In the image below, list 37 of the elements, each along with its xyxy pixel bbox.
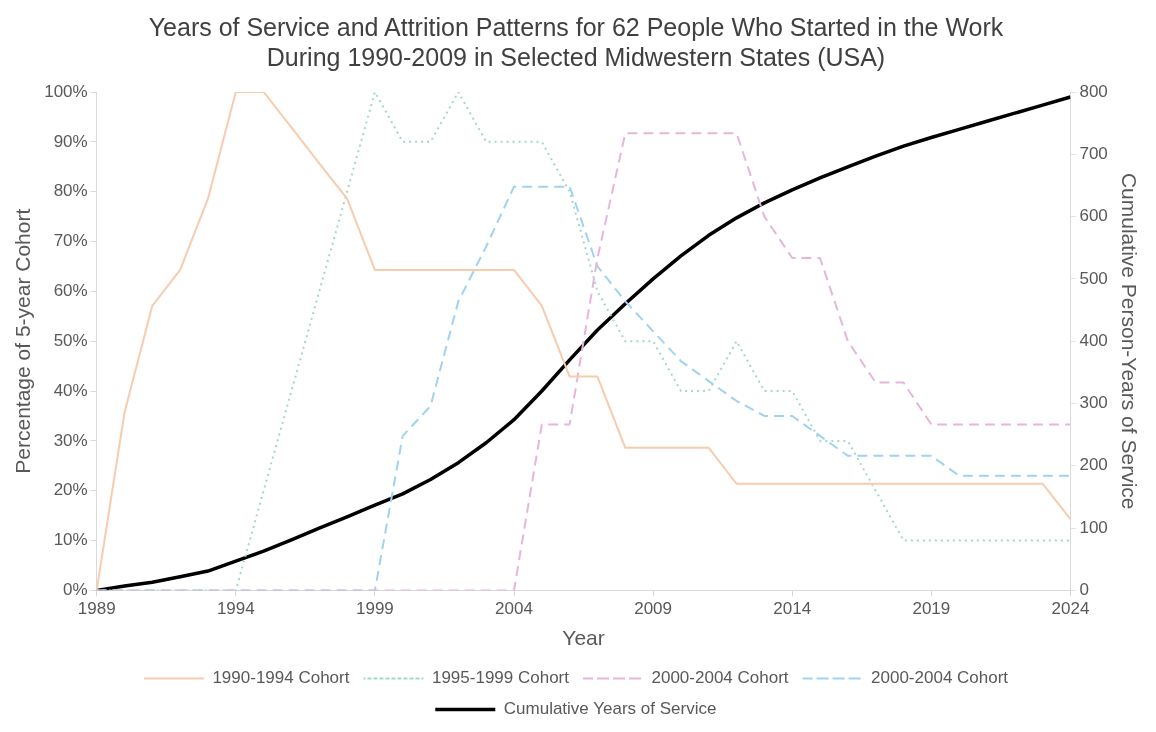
y2-tick-label: 200 <box>1079 455 1108 475</box>
y-tick-label: 40% <box>53 380 88 400</box>
y2-tick-label: 100 <box>1079 517 1108 537</box>
y2-tick-label: 700 <box>1079 143 1108 163</box>
x-tick-label: 1989 <box>77 599 116 619</box>
legend-label: 1990-1994 Cohort <box>212 668 350 688</box>
y2-axis-title: Cumulative Person-Years of Service <box>1117 172 1141 510</box>
x-tick-label: 2024 <box>1051 599 1090 619</box>
y-tick-label: 100% <box>44 81 88 101</box>
y2-tick-label: 300 <box>1079 393 1108 413</box>
y2-tick-label: 500 <box>1079 268 1108 288</box>
x-tick-label: 2014 <box>773 599 812 619</box>
y-tick-label: 50% <box>53 330 88 350</box>
x-tick-label: 2004 <box>495 599 533 619</box>
legend-label: Cumulative Years of Service <box>503 699 717 719</box>
y2-tick-label: 600 <box>1079 206 1108 226</box>
y-tick-label: 20% <box>53 480 88 500</box>
y-tick-label: 80% <box>53 181 88 201</box>
y-tick-label: 70% <box>53 231 88 251</box>
y2-tick-label: 0 <box>1079 580 1089 600</box>
legend-label: 1995-1999 Cohort <box>431 668 570 688</box>
chart-title: Years of Service and Attrition Patterns for 62 People Who Started in the Work During 1990-2009 in Selected Midwestern States (USA) <box>148 12 1004 71</box>
y-tick-label: 10% <box>53 530 88 550</box>
y2-tick-label: 400 <box>1079 330 1108 350</box>
legend-label: 2000-2004 Cohort <box>651 668 789 688</box>
y-tick-label: 30% <box>53 430 88 450</box>
y-tick-label: 60% <box>53 281 88 301</box>
y-axis-title: Percentage of 5-year Cohort <box>11 208 35 474</box>
y-tick-label: 90% <box>53 131 88 151</box>
x-tick-label: 1999 <box>355 599 394 619</box>
x-tick-label: 2019 <box>912 599 951 619</box>
y-tick-label: 0% <box>63 580 88 600</box>
x-axis-title: Year <box>562 626 605 650</box>
x-tick-label: 2009 <box>634 599 673 619</box>
x-tick-label: 1994 <box>216 599 255 619</box>
y2-tick-label: 800 <box>1079 81 1108 101</box>
legend-label: 2000-2004 Cohort <box>871 668 1009 688</box>
